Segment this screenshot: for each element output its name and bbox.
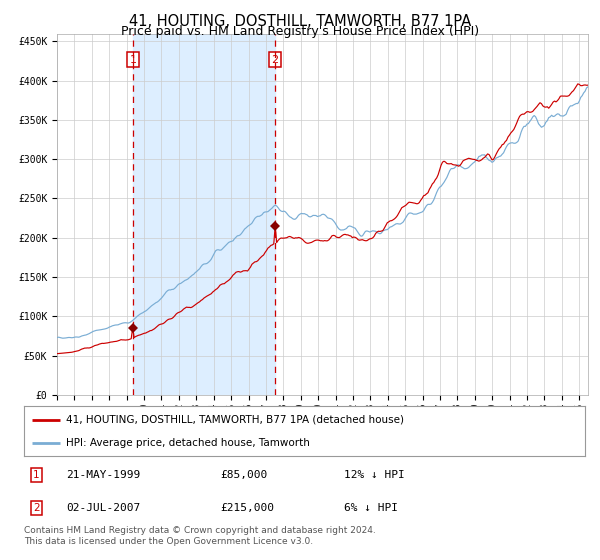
Text: 1: 1 bbox=[130, 55, 137, 64]
Bar bbox=[133, 34, 275, 395]
Text: £85,000: £85,000 bbox=[220, 470, 268, 480]
Text: £215,000: £215,000 bbox=[220, 503, 274, 513]
Text: 2: 2 bbox=[33, 503, 40, 513]
Text: Contains HM Land Registry data © Crown copyright and database right 2024.
This d: Contains HM Land Registry data © Crown c… bbox=[24, 526, 376, 546]
Text: 2: 2 bbox=[271, 55, 278, 64]
Text: 21-MAY-1999: 21-MAY-1999 bbox=[66, 470, 140, 480]
Text: 6% ↓ HPI: 6% ↓ HPI bbox=[344, 503, 398, 513]
Text: 12% ↓ HPI: 12% ↓ HPI bbox=[344, 470, 404, 480]
Text: 1: 1 bbox=[33, 470, 40, 480]
Text: Price paid vs. HM Land Registry's House Price Index (HPI): Price paid vs. HM Land Registry's House … bbox=[121, 25, 479, 38]
Text: HPI: Average price, detached house, Tamworth: HPI: Average price, detached house, Tamw… bbox=[66, 438, 310, 448]
Text: 41, HOUTING, DOSTHILL, TAMWORTH, B77 1PA (detached house): 41, HOUTING, DOSTHILL, TAMWORTH, B77 1PA… bbox=[66, 414, 404, 424]
Text: 02-JUL-2007: 02-JUL-2007 bbox=[66, 503, 140, 513]
Text: 41, HOUTING, DOSTHILL, TAMWORTH, B77 1PA: 41, HOUTING, DOSTHILL, TAMWORTH, B77 1PA bbox=[129, 14, 471, 29]
